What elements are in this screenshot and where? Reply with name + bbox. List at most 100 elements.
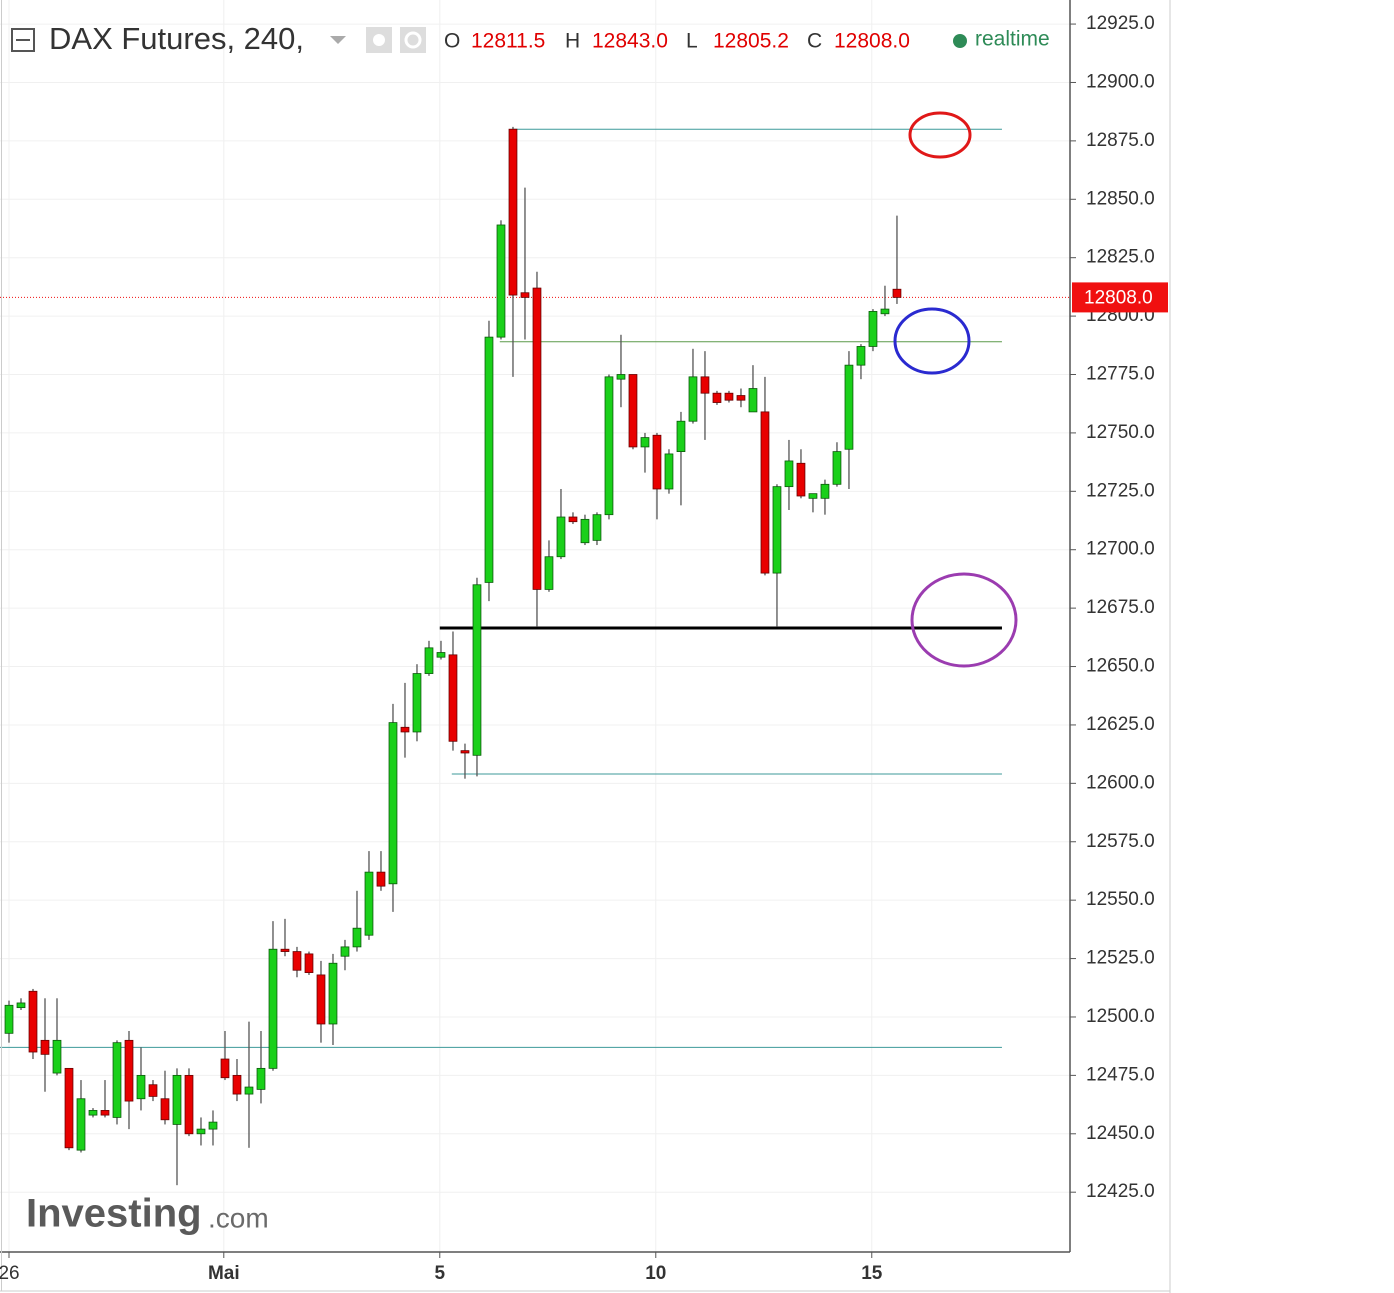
- candle-body: [760, 411, 770, 574]
- candle-body: [4, 1004, 14, 1034]
- y-tick-label: 12725.0: [1086, 480, 1155, 501]
- candle-body: [616, 374, 626, 380]
- ohlc-label: L: [686, 30, 698, 53]
- candle-body: [196, 1128, 206, 1135]
- x-tick-label: 26: [0, 1263, 20, 1284]
- candle-body: [568, 516, 578, 523]
- candle-body: [532, 287, 542, 590]
- candle-body: [40, 1039, 50, 1055]
- y-tick-label: 12650.0: [1086, 656, 1155, 677]
- candle-body: [160, 1098, 170, 1121]
- candle-body: [424, 647, 434, 674]
- candle-body: [592, 514, 602, 541]
- candle-body: [436, 652, 446, 658]
- annotation-ellipse: [910, 572, 1018, 668]
- y-tick-label: 12825.0: [1086, 247, 1155, 268]
- status-text: realtime: [975, 28, 1050, 51]
- candle-body: [868, 311, 878, 347]
- candle-body: [712, 392, 722, 403]
- candle-body: [208, 1121, 218, 1130]
- x-tick-label: 10: [645, 1263, 666, 1284]
- y-tick-label: 12700.0: [1086, 539, 1155, 560]
- x-tick-label: Mai: [208, 1263, 240, 1284]
- y-tick-label: 12525.0: [1086, 948, 1155, 969]
- candle-body: [772, 486, 782, 574]
- last-price-label: 12808.0: [1084, 287, 1153, 308]
- candle-body: [808, 493, 818, 499]
- y-tick-label: 12500.0: [1086, 1006, 1155, 1027]
- candle-body: [508, 128, 518, 296]
- candle-body: [220, 1058, 230, 1079]
- candle-body: [700, 376, 710, 394]
- status-dot: [953, 34, 967, 48]
- y-tick-label: 12925.0: [1086, 13, 1155, 34]
- candle-body: [52, 1039, 62, 1074]
- candle-body: [628, 374, 638, 448]
- candle-body: [400, 726, 410, 733]
- x-tick-label: 15: [861, 1263, 883, 1284]
- logo-suffix: .com: [208, 1202, 269, 1233]
- candle-body: [292, 951, 302, 971]
- candle-body: [280, 948, 290, 952]
- candle-body: [448, 654, 458, 742]
- candle-body: [484, 336, 494, 583]
- candle-body: [256, 1067, 266, 1090]
- ohlc-label: C: [807, 30, 822, 53]
- candle-body: [88, 1110, 98, 1116]
- dropdown-arrow[interactable]: [330, 36, 346, 44]
- candle-body: [376, 871, 386, 887]
- candle-body: [16, 1002, 26, 1009]
- candle-body: [640, 437, 650, 448]
- annotation-ellipse: [893, 307, 971, 375]
- candle-body: [520, 292, 530, 298]
- candle-body: [748, 388, 758, 413]
- candle-body: [676, 420, 686, 452]
- y-tick-label: 12775.0: [1086, 364, 1155, 385]
- y-tick-label: 12850.0: [1086, 188, 1155, 209]
- candle-body: [388, 722, 398, 885]
- candle-body: [232, 1074, 242, 1095]
- candle-body: [136, 1074, 146, 1100]
- axes: 12425.0 12450.0 12475.0 12500.0 12525.0 12550…: [0, 13, 1168, 1284]
- candle-body: [352, 927, 362, 948]
- candle-body: [28, 990, 38, 1053]
- y-tick-label: 12475.0: [1086, 1064, 1155, 1085]
- ohlc-value: 12808.0: [834, 30, 910, 53]
- candle-body: [100, 1110, 110, 1116]
- y-tick-label: 12875.0: [1086, 130, 1155, 151]
- candle-body: [268, 948, 278, 1069]
- candle-body: [244, 1086, 254, 1095]
- ohlc-value: 12811.5: [471, 30, 545, 53]
- y-tick-label: 12550.0: [1086, 889, 1155, 910]
- candle-body: [460, 750, 470, 754]
- eye-icon: [373, 34, 385, 46]
- candle-body: [64, 1067, 74, 1149]
- candle-body: [304, 953, 314, 973]
- candle-body: [832, 451, 842, 485]
- symbol-title: DAX Futures, 240,: [49, 21, 304, 56]
- y-tick-label: 12625.0: [1086, 714, 1155, 735]
- candle-body: [880, 308, 890, 315]
- candle-body: [736, 395, 746, 401]
- last-price-box: [1072, 282, 1168, 313]
- candle-body: [328, 962, 338, 1025]
- candle-body: [784, 460, 794, 488]
- ohlc-label: H: [565, 30, 580, 53]
- ohlc-readout: O 12811.5 H 12843.0 L 12805.2 C 12808.0: [444, 30, 910, 53]
- candle-body: [472, 584, 482, 756]
- candles: [4, 126, 902, 1186]
- candle-body: [316, 974, 326, 1025]
- settings-icon[interactable]: [400, 27, 426, 53]
- candle-body: [124, 1039, 134, 1102]
- ohlc-value: 12805.2: [713, 30, 789, 53]
- y-tick-label: 12900.0: [1086, 71, 1155, 92]
- y-tick-label: 12575.0: [1086, 831, 1155, 852]
- candle-body: [604, 376, 614, 516]
- candle-body: [820, 483, 830, 499]
- y-tick-label: 12600.0: [1086, 772, 1155, 793]
- candle-body: [664, 453, 674, 490]
- candle-body: [172, 1074, 182, 1125]
- y-tick-label: 12675.0: [1086, 597, 1155, 618]
